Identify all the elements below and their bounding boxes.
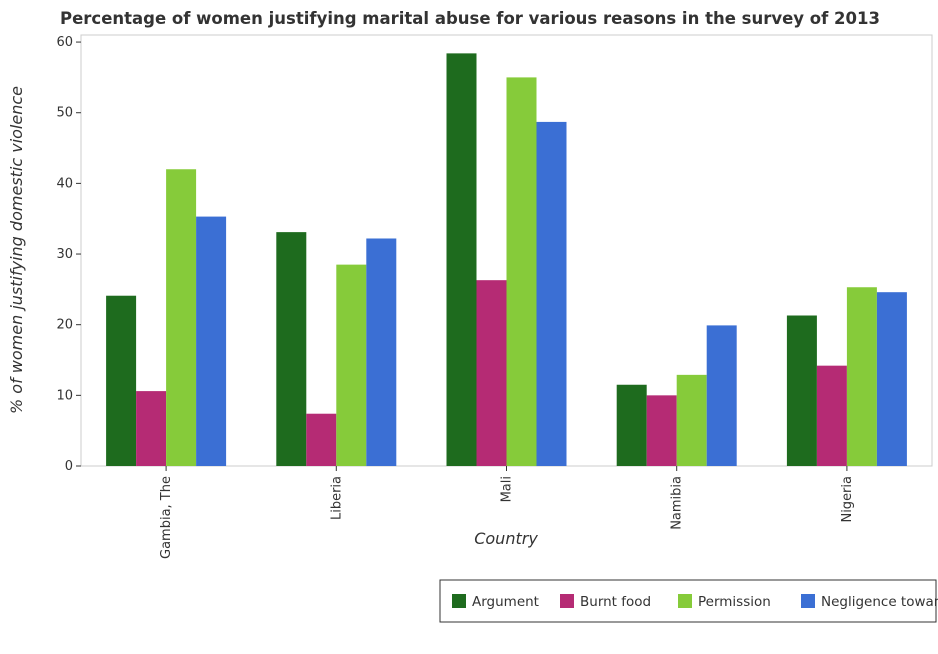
bar-burnt-food: [816, 365, 847, 466]
y-tick-label: 60: [56, 35, 73, 50]
x-axis-label: Country: [474, 529, 538, 548]
bar-permission: [676, 374, 707, 466]
bar-negligence-towards-children: [706, 325, 737, 466]
bar-burnt-food: [306, 413, 337, 466]
legend: Argument Burnt food Permission Negligence t…: [439, 579, 938, 623]
legend-label: Permission: [698, 594, 771, 610]
bar-argument: [616, 384, 647, 466]
x-tick-label: Mali: [500, 476, 515, 502]
y-axis-ticks: 0 10 20 30 40 50 60: [56, 35, 81, 474]
legend-swatch: [678, 594, 692, 608]
y-axis-label: % of women justifying domestic violence: [7, 86, 26, 414]
x-tick-label: Namibia: [670, 476, 685, 530]
bar-burnt-food: [476, 280, 507, 466]
bar-burnt-food: [646, 395, 677, 466]
bar-negligence-towards-children: [876, 292, 907, 466]
bar-permission: [336, 264, 367, 466]
legend-swatch: [452, 594, 466, 608]
bar-argument: [786, 315, 817, 466]
bar-argument: [276, 232, 307, 466]
y-tick-label: 50: [56, 106, 73, 121]
x-tick-label: Liberia: [329, 476, 344, 520]
y-tick-label: 0: [65, 459, 73, 474]
legend-swatch: [801, 594, 815, 608]
y-tick-label: 40: [56, 176, 73, 191]
bar-argument: [446, 53, 477, 467]
x-axis-ticks: Gambia, The Liberia Mali Namibia Nigeria: [159, 466, 855, 559]
chart-title: Percentage of women justifying marital a…: [60, 9, 880, 28]
x-tick-label: Nigeria: [840, 476, 855, 523]
y-tick-label: 10: [56, 388, 73, 403]
legend-label: Burnt food: [580, 594, 651, 610]
x-tick-label: Gambia, The: [159, 476, 174, 559]
bar-burnt-food: [136, 391, 167, 466]
bars: [106, 53, 907, 467]
bar-permission: [506, 77, 537, 467]
bar-negligence-towards-children: [196, 216, 227, 466]
legend-label: Argument: [472, 594, 539, 610]
legend-label: Negligence towards children: [821, 594, 938, 610]
bar-argument: [106, 295, 137, 466]
bar-permission: [166, 169, 197, 466]
y-tick-label: 30: [56, 247, 73, 262]
bar-negligence-towards-children: [366, 238, 397, 466]
legend-swatch: [560, 594, 574, 608]
bar-permission: [846, 287, 877, 466]
y-tick-label: 20: [56, 318, 73, 333]
bar-negligence-towards-children: [536, 121, 567, 466]
